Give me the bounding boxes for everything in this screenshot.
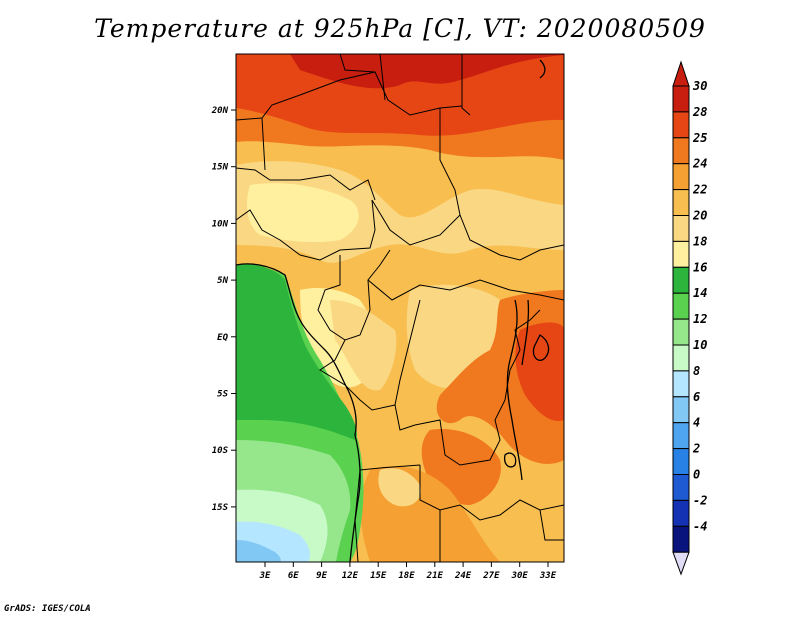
lat-label: 10S <box>212 446 229 456</box>
colorbar-swatch <box>672 422 690 450</box>
lon-label: 3E <box>259 571 271 581</box>
colorbar-swatch <box>672 240 690 268</box>
colorbar-label: 4 <box>693 416 700 430</box>
colorbar-bottom-arrow <box>672 551 690 576</box>
colorbar-label: 30 <box>692 79 707 93</box>
colorbar-swatch <box>672 137 690 165</box>
lon-label: 12E <box>342 571 359 581</box>
colorbar-swatch <box>672 318 690 346</box>
lon-label: 18E <box>398 571 415 581</box>
lat-label: 5N <box>217 276 228 286</box>
map-frame <box>235 53 565 563</box>
colorbar-label: 10 <box>693 338 707 352</box>
colorbar-swatch <box>672 474 690 501</box>
lat-label: EQ <box>217 333 228 343</box>
colorbar-label: 6 <box>693 390 700 404</box>
colorbar-swatch <box>672 370 690 398</box>
lon-label: 9E <box>316 571 327 581</box>
colorbar-label: 2 <box>692 442 700 456</box>
colorbar-top-arrow <box>672 60 690 87</box>
colorbar-swatch <box>672 85 690 113</box>
colorbar-swatch <box>672 525 690 553</box>
colorbar-swatch <box>672 396 690 424</box>
lon-label: 24E <box>454 571 472 581</box>
colorbar-swatch <box>672 266 690 294</box>
colorbar-swatch <box>672 111 690 139</box>
software-credit: GrADS: IGES/COLA <box>4 604 91 614</box>
coastline-and-lakes <box>236 59 550 562</box>
colorbar-swatch <box>672 448 690 476</box>
lat-label: 15N <box>212 163 229 173</box>
lon-label: 6E <box>288 571 299 581</box>
colorbar-label: 8 <box>693 364 700 378</box>
latitude-axis: 20N 15N 10N 5N EQ 5S 10S 15S <box>211 106 236 513</box>
colorbar-label: 24 <box>692 157 707 171</box>
colorbar-swatch <box>672 292 690 320</box>
colorbar-label: 0 <box>693 468 700 482</box>
longitude-axis: 3E 6E 9E 12E 15E 18E 21E 24E 27E 30E 33E <box>259 562 557 581</box>
colorbar-label: -4 <box>693 519 707 533</box>
colorbar-swatch <box>672 215 690 242</box>
colorbar-label: 18 <box>693 234 707 248</box>
lon-label: 15E <box>370 571 387 581</box>
lon-label: 30E <box>511 571 529 581</box>
lon-label: 33E <box>539 571 557 581</box>
lon-label: 27E <box>482 571 500 581</box>
lat-label: 10N <box>212 219 229 229</box>
colorbar-swatch <box>672 163 690 191</box>
colorbar-label: 25 <box>692 131 707 145</box>
colorbar-label: 22 <box>692 183 707 197</box>
lon-label: 21E <box>426 571 444 581</box>
lat-label: 5S <box>217 390 228 400</box>
colorbar-label: -2 <box>693 493 707 507</box>
temperature-field <box>236 54 564 562</box>
lat-label: 15S <box>212 503 229 513</box>
colorbar-label: 12 <box>693 312 707 326</box>
colorbar-label: 28 <box>692 105 707 119</box>
map-title: Temperature at 925hPa [C], VT: 202008050… <box>94 14 706 43</box>
colorbar-swatch <box>672 189 690 217</box>
colorbar-label: 20 <box>692 209 707 223</box>
colorbar-swatch <box>672 344 690 372</box>
colorbar-swatch <box>672 499 690 527</box>
colorbar-label: 16 <box>693 260 707 274</box>
lat-label: 20N <box>211 106 229 116</box>
colorbar-label: 14 <box>693 286 707 300</box>
